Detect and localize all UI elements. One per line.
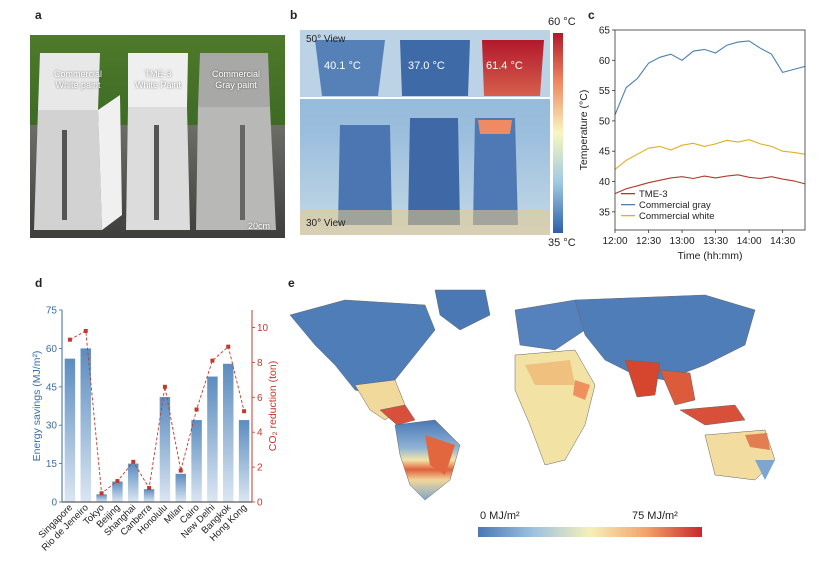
y-axis-label: Temperature (°C) (578, 90, 590, 171)
thermal-image (300, 30, 550, 235)
co2-point-8 (194, 407, 199, 412)
x-tick-label: 13:00 (670, 236, 695, 247)
series-line-2 (614, 139, 806, 170)
line-chart-temperature: 35 40 45 50 55 60 65 12:00 12:30 13:00 13:30 14:00 1… (578, 26, 806, 262)
y-tick-label: 35 (599, 207, 611, 218)
y-tick-label: 15 (46, 459, 58, 470)
bar-9 (207, 376, 218, 502)
y2-tick-label: 6 (257, 393, 263, 404)
co2-point-6 (162, 384, 167, 389)
bar-8 (191, 420, 202, 502)
bar-4 (128, 463, 139, 502)
panel-label-e: e (288, 276, 295, 290)
series-line-0 (614, 174, 806, 195)
y2-tick-label: 4 (257, 428, 263, 439)
bar-6 (159, 397, 171, 502)
legend-label-1: Commercial gray (639, 200, 711, 211)
bar-0 (64, 358, 76, 502)
thermal-panel-b: 50° View 30° View 40.1 °C 37.0 °C 61.4 °… (300, 30, 550, 235)
thermal-temp-tme3: 37.0 °C (408, 60, 445, 72)
y-tick-label: 75 (46, 306, 58, 317)
thermal-bottom-view-label: 30° View (306, 218, 346, 229)
y2-axis-label: CO₂ reduction (ton) (267, 361, 279, 451)
x-tick-label: 14:00 (737, 236, 762, 247)
co2-point-9 (210, 358, 215, 363)
legend-label-0: TME-3 (639, 189, 668, 200)
y-tick-label: 30 (46, 421, 58, 432)
world-map (289, 289, 776, 501)
x-tick-label: 14:30 (770, 236, 795, 247)
scale-bar-label: 20cm (248, 221, 271, 231)
photo-panel-a: Commercial White paint TME-3 White Paint… (30, 35, 285, 238)
y-tick-label: 60 (599, 56, 611, 67)
bar-10 (223, 363, 234, 502)
y2-tick-label: 10 (257, 323, 269, 334)
thermal-temp-gray: 61.4 °C (486, 60, 523, 72)
y-axis-label: Energy savings (MJ/m²) (31, 351, 43, 462)
thermal-temp-white: 40.1 °C (324, 60, 361, 72)
legend-label-2: Commercial white (639, 211, 715, 222)
co2-point-5 (147, 486, 152, 491)
co2-point-0 (67, 337, 72, 342)
co2-point-10 (226, 344, 231, 349)
co2-point-11 (242, 409, 247, 414)
map-colorbar-max-label: 75 MJ/m² (632, 510, 678, 522)
y2-tick-label: 0 (257, 498, 263, 509)
label-tme3: TME-3 White Paint (134, 69, 182, 90)
world-map-panel-e (285, 285, 815, 505)
label-commercial-white: Commercial White paint (53, 69, 102, 90)
x-tick-label: 13:30 (703, 236, 728, 247)
co2-point-7 (178, 468, 183, 473)
co2-point-2 (99, 491, 104, 496)
co2-point-3 (115, 479, 120, 484)
thermal-colorbar (553, 33, 563, 233)
y-tick-label: 55 (599, 86, 611, 97)
y-tick-label: 45 (46, 382, 58, 393)
panel-label-b: b (290, 8, 298, 22)
co2-point-1 (83, 328, 88, 333)
y2-tick-label: 2 (257, 463, 263, 474)
y2-tick-label: 8 (257, 358, 263, 369)
panel-label-c: c (588, 8, 595, 22)
y-tick-label: 40 (599, 177, 611, 188)
photo-illustration (30, 35, 285, 238)
thermal-top-view-label: 50° View (306, 34, 346, 45)
y-tick-label: 45 (599, 147, 611, 158)
panel-label-a: a (35, 8, 42, 22)
label-commercial-gray: Commercial Gray paint (211, 69, 260, 90)
map-colorbar-min-label: 0 MJ/m² (480, 510, 520, 522)
map-colorbar (478, 527, 702, 537)
bar-7 (175, 473, 186, 502)
y-tick-label: 0 (51, 498, 57, 509)
series-line-1 (614, 40, 806, 116)
co2-point-4 (131, 459, 136, 464)
bar-11 (238, 420, 250, 502)
thermal-colorbar-max: 60 °C (548, 16, 576, 28)
co2-line (69, 330, 245, 495)
x-axis-label: Time (hh:mm) (678, 250, 743, 262)
bar-5 (143, 489, 155, 502)
thermal-colorbar-min: 35 °C (548, 237, 576, 249)
x-tick-label: 12:30 (636, 236, 661, 247)
y-tick-label: 50 (599, 116, 611, 127)
bar-1 (80, 348, 91, 502)
y-tick-label: 65 (599, 26, 611, 37)
y-tick-label: 60 (46, 344, 58, 355)
bar-3 (112, 481, 123, 502)
chart-c-frame (614, 29, 806, 231)
panel-label-d: d (35, 276, 43, 290)
bar-2 (96, 494, 107, 502)
x-tick-label: 12:00 (602, 236, 627, 247)
